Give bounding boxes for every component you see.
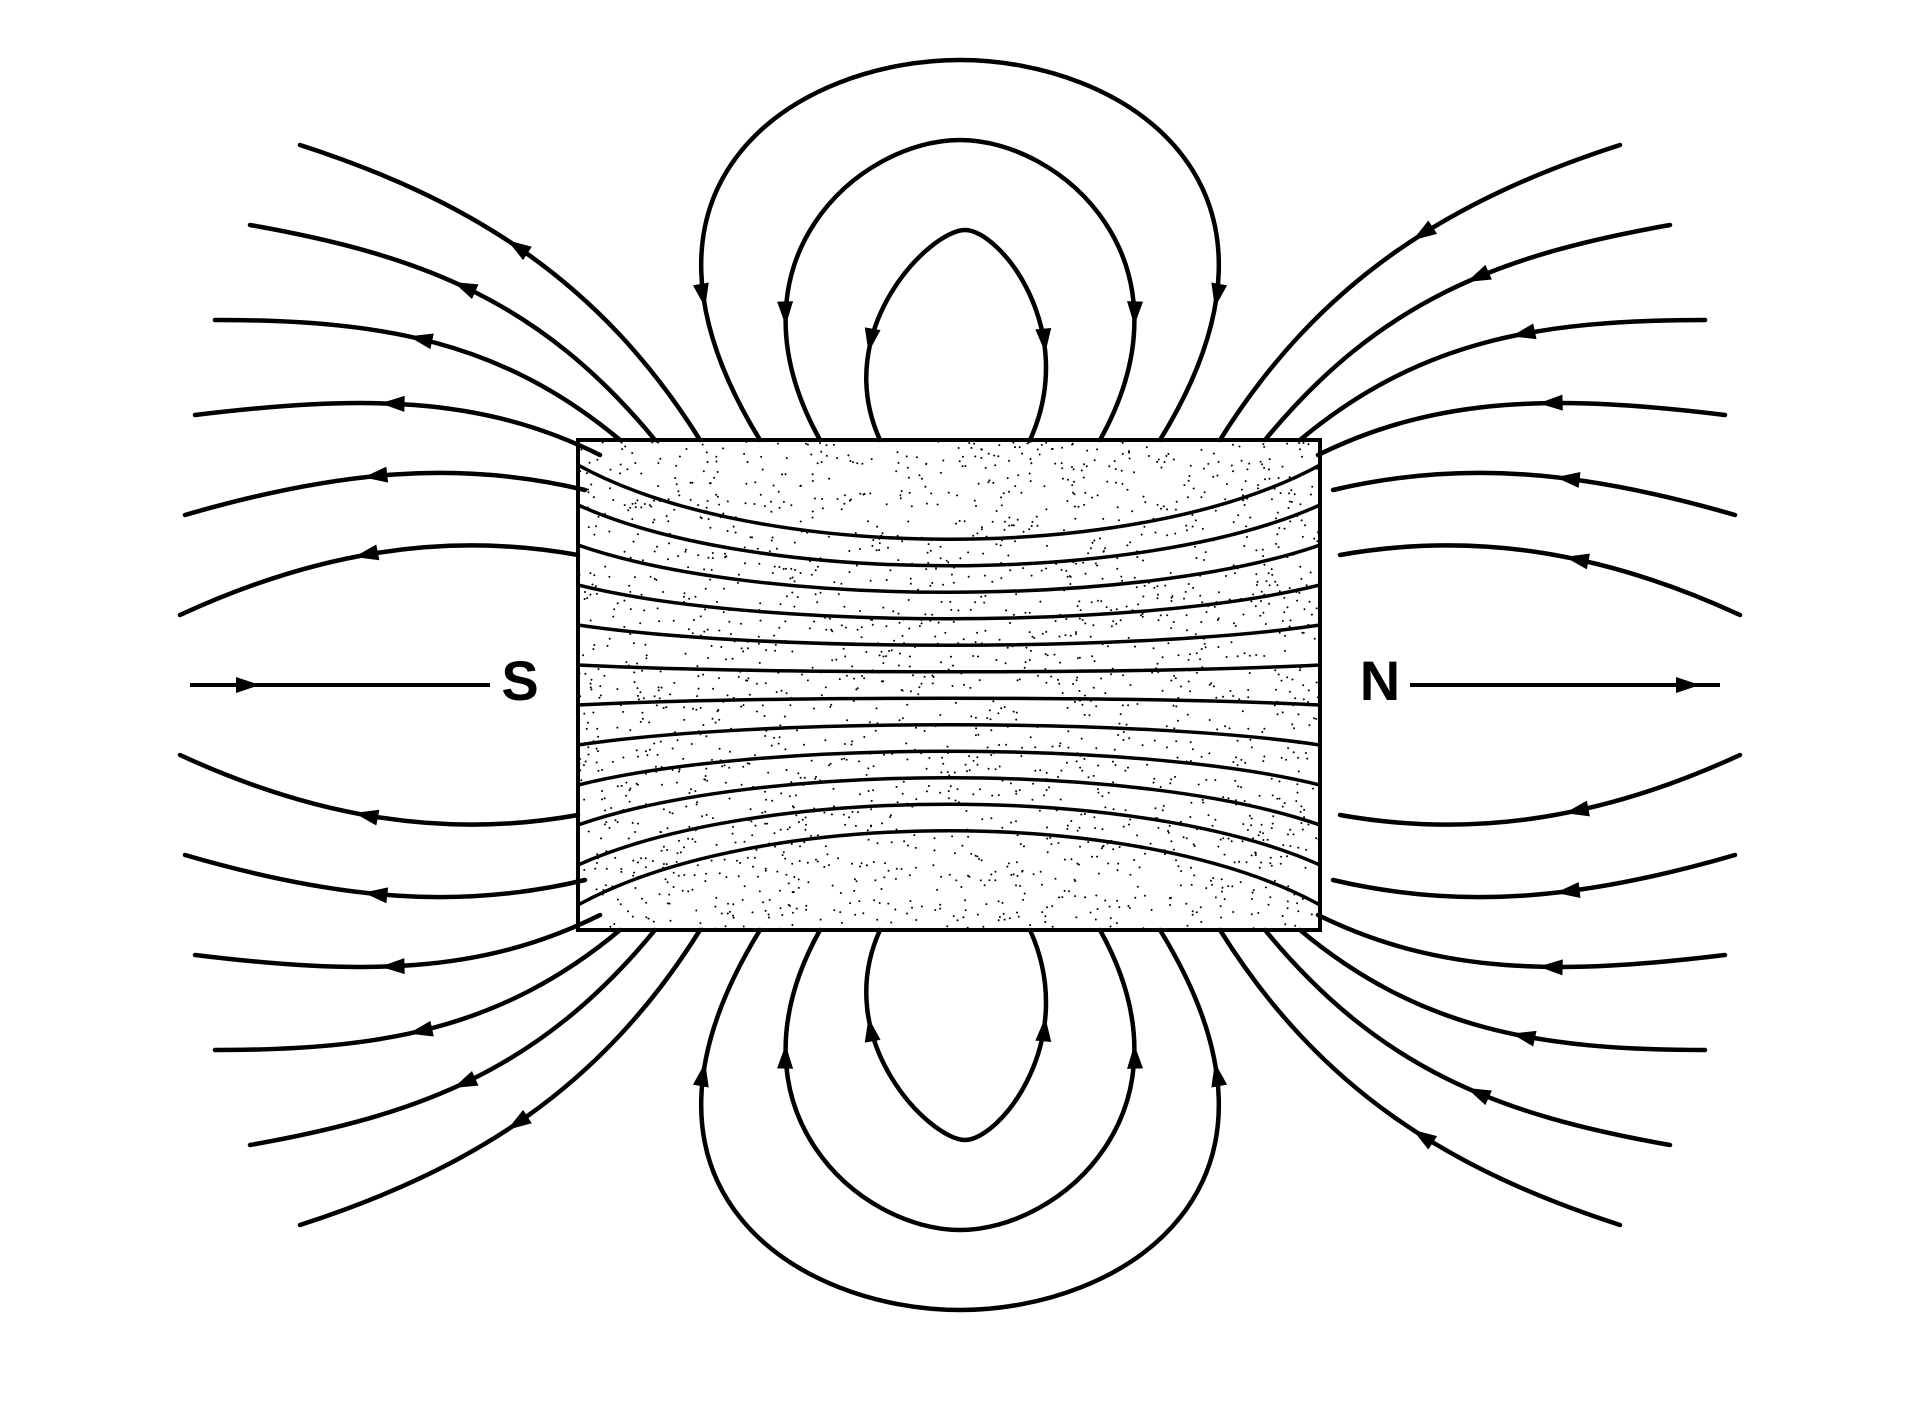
field-line: [180, 755, 578, 825]
field-line: [1340, 545, 1740, 615]
field-line: [195, 403, 600, 455]
field-line: [1318, 915, 1725, 967]
field-line: [300, 930, 700, 1225]
field-line: [701, 930, 1219, 1310]
north-pole-label: N: [1360, 649, 1400, 712]
field-line: [786, 140, 1135, 440]
field-line: [180, 545, 578, 615]
field-line: [195, 915, 600, 967]
field-line: [866, 230, 1046, 440]
magnet-body: [577, 440, 1321, 932]
field-line: [701, 60, 1219, 440]
magnet-field-diagram: SN: [0, 0, 1931, 1405]
field-line: [1333, 855, 1735, 897]
field-line: [1300, 930, 1705, 1050]
field-line: [1340, 755, 1740, 825]
field-line: [1333, 473, 1735, 515]
field-line: [786, 930, 1135, 1230]
field-line: [1318, 403, 1725, 455]
field-line: [1300, 320, 1705, 440]
field-line: [300, 145, 700, 440]
field-line: [866, 930, 1046, 1140]
south-pole-label: S: [501, 649, 538, 712]
